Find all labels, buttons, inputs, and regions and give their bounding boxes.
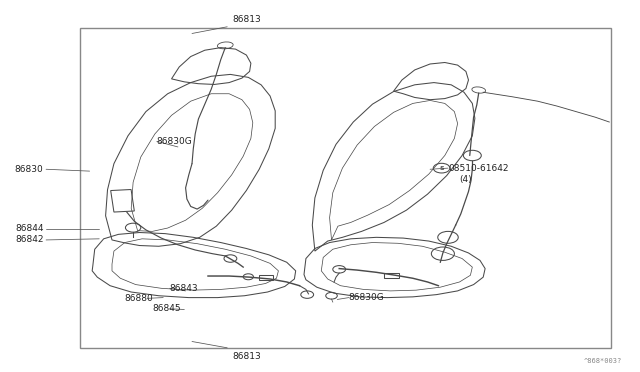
Text: (4): (4) [460, 175, 472, 184]
Bar [111, 189, 134, 212]
Text: 86843: 86843 [170, 284, 198, 293]
Bar [384, 273, 399, 278]
Text: ^868*003?: ^868*003? [584, 358, 622, 364]
Text: 86880: 86880 [125, 294, 154, 303]
Text: 86844: 86844 [15, 224, 44, 233]
Text: 86813: 86813 [232, 15, 260, 24]
Text: 08510-61642: 08510-61642 [448, 164, 509, 173]
Text: S: S [439, 166, 444, 171]
Text: 86813: 86813 [232, 352, 260, 360]
Bar [259, 275, 273, 280]
Bar [80, 28, 611, 348]
Text: 86830G: 86830G [157, 137, 193, 146]
Text: 86830G: 86830G [349, 293, 385, 302]
Text: 86830: 86830 [15, 165, 44, 174]
Text: 86845: 86845 [152, 304, 181, 313]
Text: 86842: 86842 [15, 235, 44, 244]
